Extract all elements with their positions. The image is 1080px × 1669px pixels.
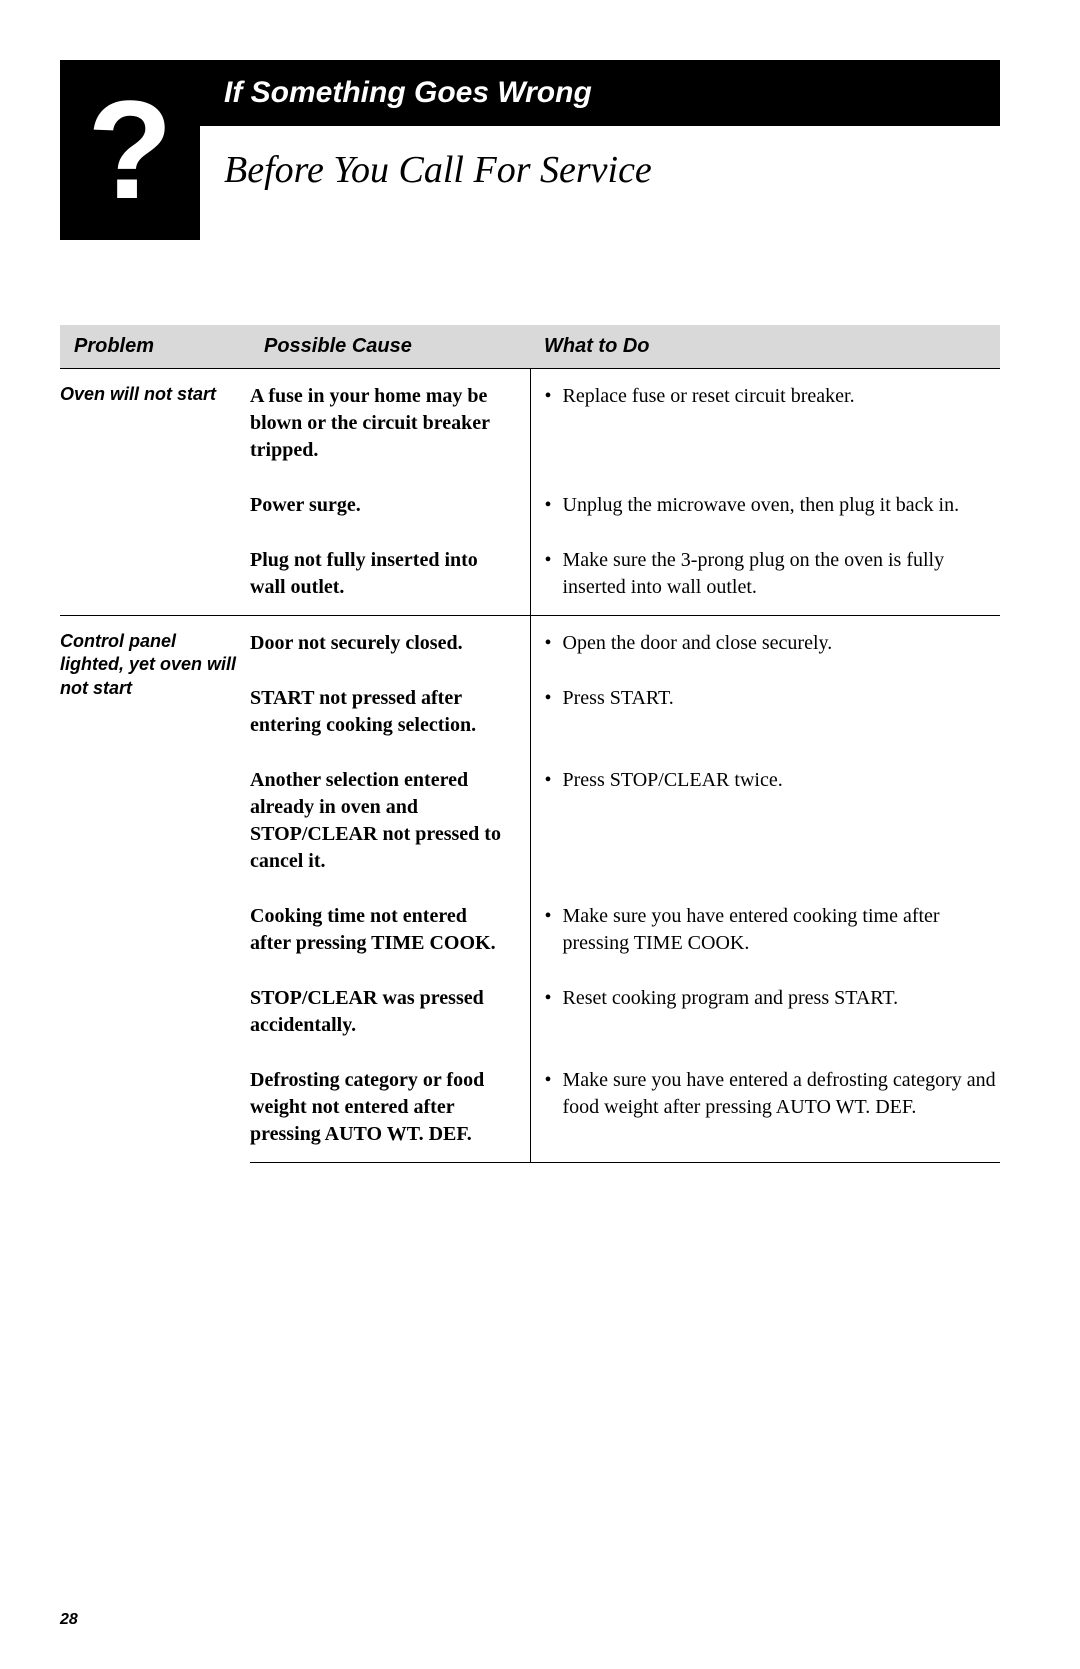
todo-text: Make sure the 3-prong plug on the oven i… xyxy=(563,547,1001,601)
todo-text: Make sure you have entered cooking time … xyxy=(563,903,1001,957)
bullet-icon: • xyxy=(545,903,563,957)
todo-text: Press STOP/CLEAR twice. xyxy=(563,767,1001,794)
bullet-icon: • xyxy=(545,685,563,712)
bullet-icon: • xyxy=(545,547,563,601)
banner-title: If Something Goes Wrong xyxy=(200,60,1000,126)
todo-cell: •Reset cooking program and press START. xyxy=(530,971,1000,1053)
todo-text: Reset cooking program and press START. xyxy=(563,985,1001,1012)
cause-cell: Cooking time not entered after pressing … xyxy=(250,889,530,971)
cause-cell: Defrosting category or food weight not e… xyxy=(250,1053,530,1163)
table-header-row: Problem Possible Cause What to Do xyxy=(60,325,1000,369)
bullet-icon: • xyxy=(545,492,563,519)
todo-text: Make sure you have entered a defrosting … xyxy=(563,1067,1001,1121)
table-row: Oven will not start A fuse in your home … xyxy=(60,369,1000,479)
bullet-icon: • xyxy=(545,767,563,794)
col-header-todo: What to Do xyxy=(530,325,1000,369)
page-number: 28 xyxy=(60,1611,78,1629)
page-subtitle: Before You Call For Service xyxy=(200,126,1000,192)
todo-cell: •Open the door and close securely. xyxy=(530,616,1000,672)
todo-cell: •Press STOP/CLEAR twice. xyxy=(530,753,1000,889)
question-mark-glyph: ? xyxy=(87,80,173,220)
cause-cell: Door not securely closed. xyxy=(250,616,530,672)
troubleshooting-table-wrap: Problem Possible Cause What to Do Oven w… xyxy=(60,325,1000,1163)
bullet-icon: • xyxy=(545,985,563,1012)
cause-cell: STOP/CLEAR was pressed accidentally. xyxy=(250,971,530,1053)
table-row: Control panel lighted, yet oven will not… xyxy=(60,616,1000,672)
problem-cell: Oven will not start xyxy=(60,369,250,616)
todo-text: Unplug the microwave oven, then plug it … xyxy=(563,492,1001,519)
cause-cell: START not pressed after entering cooking… xyxy=(250,671,530,753)
todo-cell: •Make sure you have entered cooking time… xyxy=(530,889,1000,971)
cause-cell: A fuse in your home may be blown or the … xyxy=(250,369,530,479)
cause-cell: Power surge. xyxy=(250,478,530,533)
todo-text: Press START. xyxy=(563,685,1001,712)
todo-cell: •Make sure you have entered a defrosting… xyxy=(530,1053,1000,1163)
question-mark-icon: ? xyxy=(60,60,200,240)
bullet-icon: • xyxy=(545,383,563,410)
todo-cell: •Press START. xyxy=(530,671,1000,753)
todo-cell: •Replace fuse or reset circuit breaker. xyxy=(530,369,1000,479)
cause-cell: Plug not fully inserted into wall outlet… xyxy=(250,533,530,616)
header-right: If Something Goes Wrong Before You Call … xyxy=(200,60,1000,192)
col-header-cause: Possible Cause xyxy=(250,325,530,369)
problem-cell: Control panel lighted, yet oven will not… xyxy=(60,616,250,1163)
troubleshooting-table: Problem Possible Cause What to Do Oven w… xyxy=(60,325,1000,1163)
bullet-icon: • xyxy=(545,1067,563,1121)
col-header-problem: Problem xyxy=(60,325,250,369)
todo-text: Replace fuse or reset circuit breaker. xyxy=(563,383,1001,410)
todo-cell: •Unplug the microwave oven, then plug it… xyxy=(530,478,1000,533)
page: ? If Something Goes Wrong Before You Cal… xyxy=(0,0,1080,1669)
cause-cell: Another selection entered already in ove… xyxy=(250,753,530,889)
table-body: Oven will not start A fuse in your home … xyxy=(60,369,1000,1163)
todo-cell: •Make sure the 3-prong plug on the oven … xyxy=(530,533,1000,616)
todo-text: Open the door and close securely. xyxy=(563,630,1001,657)
bullet-icon: • xyxy=(545,630,563,657)
header: ? If Something Goes Wrong Before You Cal… xyxy=(60,60,1000,240)
